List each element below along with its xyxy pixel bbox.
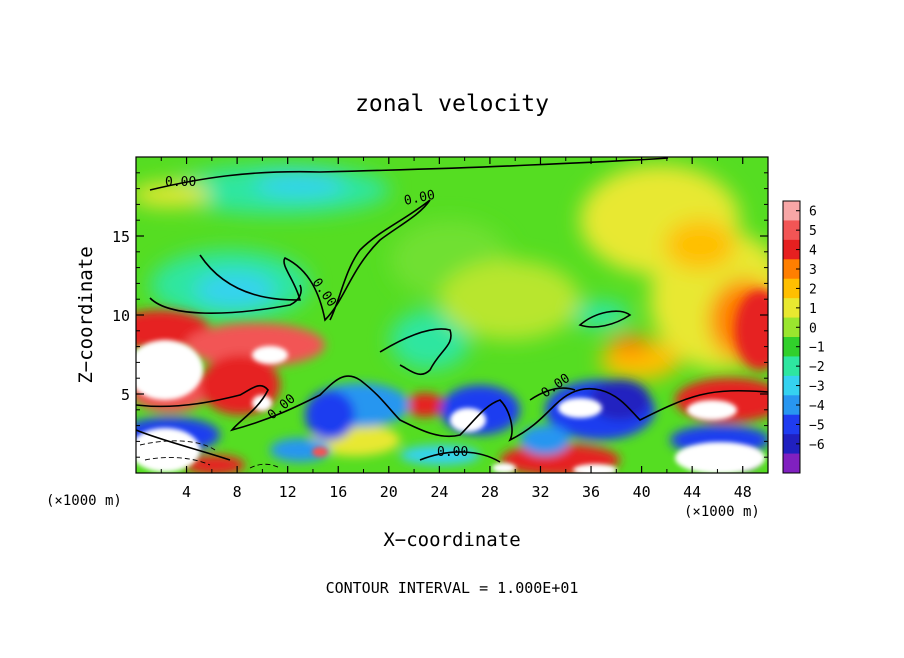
x-tick-label: 36 — [582, 483, 600, 501]
contour-label: 0.00 — [437, 445, 468, 460]
colorbar-tick-label: −4 — [809, 399, 825, 414]
y-tick-label: 10 — [112, 307, 130, 325]
colorbar-swatch — [783, 375, 800, 396]
colorbar-tick-label: −5 — [809, 418, 825, 433]
colorbar-swatch — [783, 298, 800, 319]
y-tick-label: 5 — [121, 386, 130, 404]
x-tick-label: 20 — [380, 483, 398, 501]
colorbar-swatch — [783, 220, 800, 241]
contour-interval-note: CONTOUR INTERVAL = 1.000E+01 — [326, 579, 579, 597]
dashed-contours — [139, 440, 281, 469]
x-tick-label: 24 — [430, 483, 448, 501]
colorbar-tick-label: −1 — [809, 341, 825, 356]
colorbar-swatch — [783, 337, 800, 357]
colorbar-tick-label: 5 — [809, 224, 817, 239]
x-tick-label: 16 — [329, 483, 347, 501]
contour-lines — [136, 157, 768, 463]
x-tick-label: 28 — [481, 483, 499, 501]
x-tick-label: 32 — [531, 483, 549, 501]
x-unit-label: (×1000 m) — [684, 504, 760, 520]
contour-label: 0.00 — [165, 175, 196, 190]
colorbar-tick-label: 6 — [809, 205, 817, 220]
x-tick-label: 4 — [182, 483, 191, 501]
y-axis: 5 10 15 — [112, 172, 768, 458]
colorbar-tick-label: 0 — [809, 321, 817, 336]
x-axis-label: X−coordinate — [383, 529, 520, 551]
colorbar-swatch — [783, 395, 800, 416]
colorbar-swatch — [783, 434, 800, 455]
contour-label: 0.00 — [403, 188, 437, 209]
colorbar-tick-label: −3 — [809, 380, 825, 395]
colorbar-swatch — [783, 239, 800, 260]
y-axis-label: Z−coordinate — [75, 246, 97, 383]
colorbar-swatch — [783, 278, 800, 299]
x-tick-label: 12 — [279, 483, 297, 501]
colorbar-ticks: 6 5 4 3 2 1 0 −1 −2 −3 −4 −5 −6 — [796, 205, 825, 453]
colorbar-swatch — [783, 201, 800, 221]
colorbar-swatch — [783, 259, 800, 280]
x-tick-label: 8 — [233, 483, 242, 501]
colorbar-swatch — [783, 317, 800, 338]
colorbar-tick-label: −6 — [809, 438, 825, 453]
colorbar-tick-label: 1 — [809, 302, 817, 317]
colorbar-swatch — [783, 356, 800, 377]
colorbar-tick-label: 3 — [809, 263, 817, 278]
x-axis: 4 8 12 16 20 24 28 32 36 40 44 48 — [160, 157, 752, 501]
x-tick-label: 44 — [683, 483, 701, 501]
x-tick-label: 40 — [633, 483, 651, 501]
x-tick-label: 48 — [734, 483, 752, 501]
colorbar-tick-label: 4 — [809, 244, 817, 259]
colorbar-swatch — [783, 453, 800, 474]
z-unit-label: (×1000 m) — [46, 493, 122, 509]
colorbar-swatch — [783, 414, 800, 435]
colorbar-frame — [782, 200, 801, 474]
chart-title: zonal velocity — [355, 91, 549, 117]
heatmap-field — [136, 157, 768, 473]
colorbar-tick-label: −2 — [809, 360, 825, 375]
colorbar — [782, 200, 801, 474]
y-tick-label: 15 — [112, 228, 130, 246]
colorbar-tick-label: 2 — [809, 282, 817, 297]
